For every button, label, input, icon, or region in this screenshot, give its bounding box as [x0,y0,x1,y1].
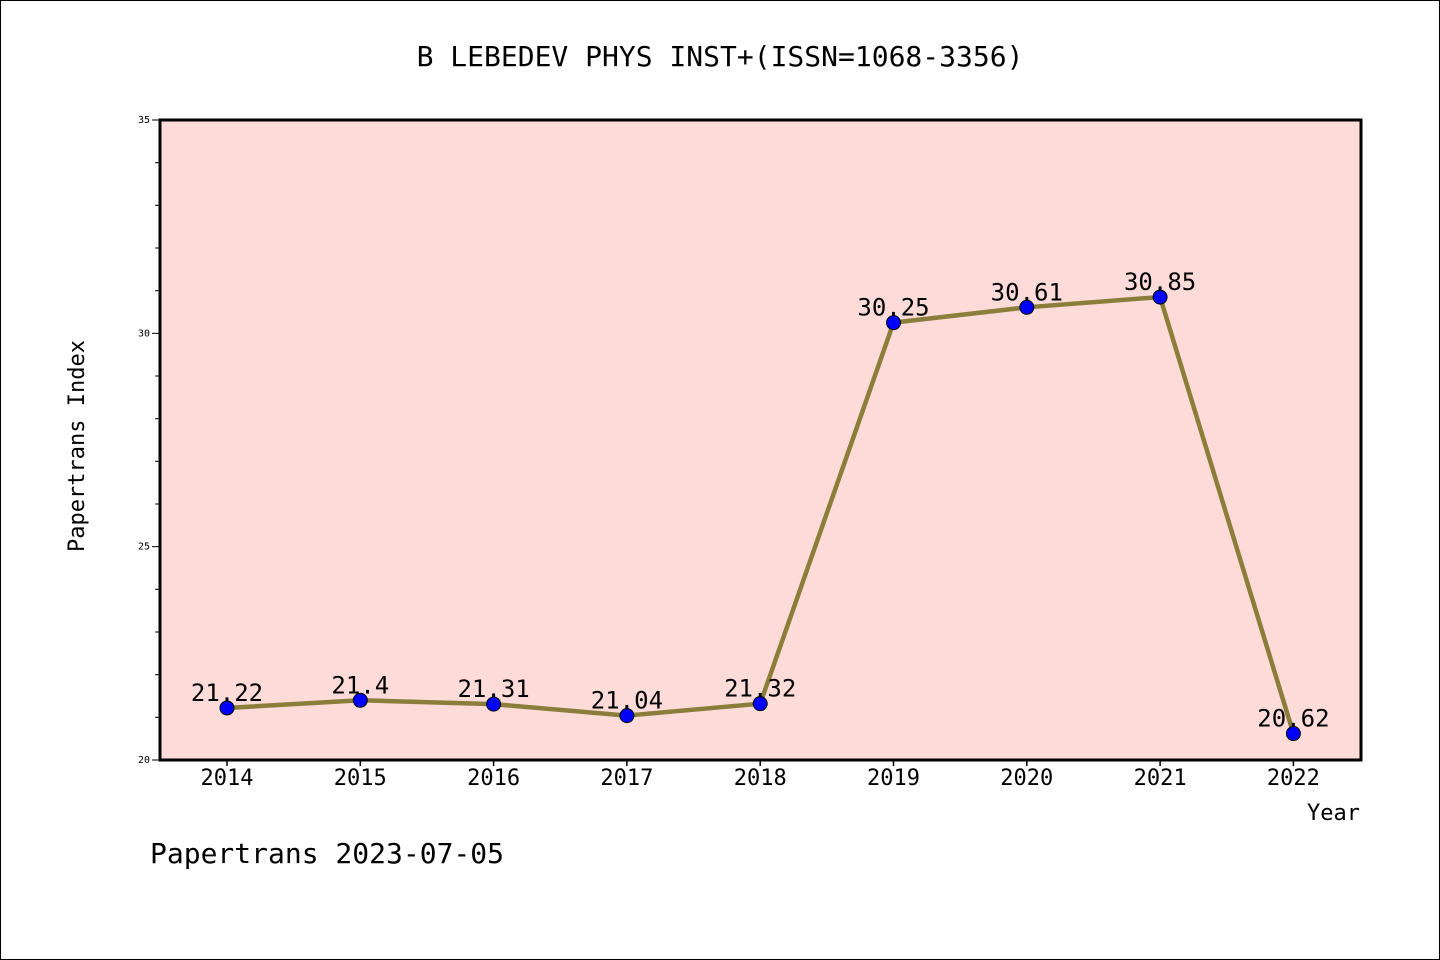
y-tick-label: 25 [138,542,150,553]
plot-area [158,118,1363,762]
data-point [1152,289,1168,305]
y-axis-label: Papertrans Index [65,340,90,552]
x-tick-label: 2017 [600,766,653,791]
data-point [219,700,235,716]
x-tick-label: 2018 [734,766,787,791]
y-tick-label: 20 [138,755,150,766]
data-label: 21.04 [591,687,663,715]
y-axis: 20 25 30 35 [138,115,160,766]
x-axis-label: Year [1307,801,1360,826]
data-label: 30.61 [991,278,1063,306]
x-tick-label: 2021 [1134,766,1187,791]
data-point [352,692,368,708]
data-labels: 21.22 21.4 21.31 21.04 21.32 30.25 30.61 30.85 2… [191,268,1330,732]
data-label: 20.62 [1257,705,1329,733]
x-tick-label: 2020 [1000,766,1053,791]
data-series [219,289,1301,742]
chart-title: B LEBEDEV PHYS INST+(ISSN=1068-3356) [417,40,1024,73]
data-label: 30.85 [1124,268,1196,296]
data-label: 30.25 [857,294,929,322]
x-tick-label: 2014 [201,766,254,791]
x-axis: 2014 2015 2016 2017 2018 2019 2020 2021 2022 [201,760,1320,791]
y-tick-label: 30 [138,328,150,339]
x-tick-label: 2016 [467,766,520,791]
data-label: 21.31 [457,675,529,703]
footer-note: Papertrans 2023-07-05 [150,837,504,870]
data-point [486,696,502,712]
data-label: 21.32 [724,675,796,703]
data-point [1019,299,1035,315]
x-tick-label: 2015 [334,766,387,791]
data-label: 21.4 [331,671,389,699]
data-point [619,708,635,724]
data-point [886,315,901,331]
data-point [752,696,768,712]
y-tick-label: 35 [138,115,150,126]
data-label: 21.22 [191,679,263,707]
data-point [1285,726,1301,742]
x-tick-label: 2019 [867,766,920,791]
x-tick-label: 2022 [1267,766,1320,791]
